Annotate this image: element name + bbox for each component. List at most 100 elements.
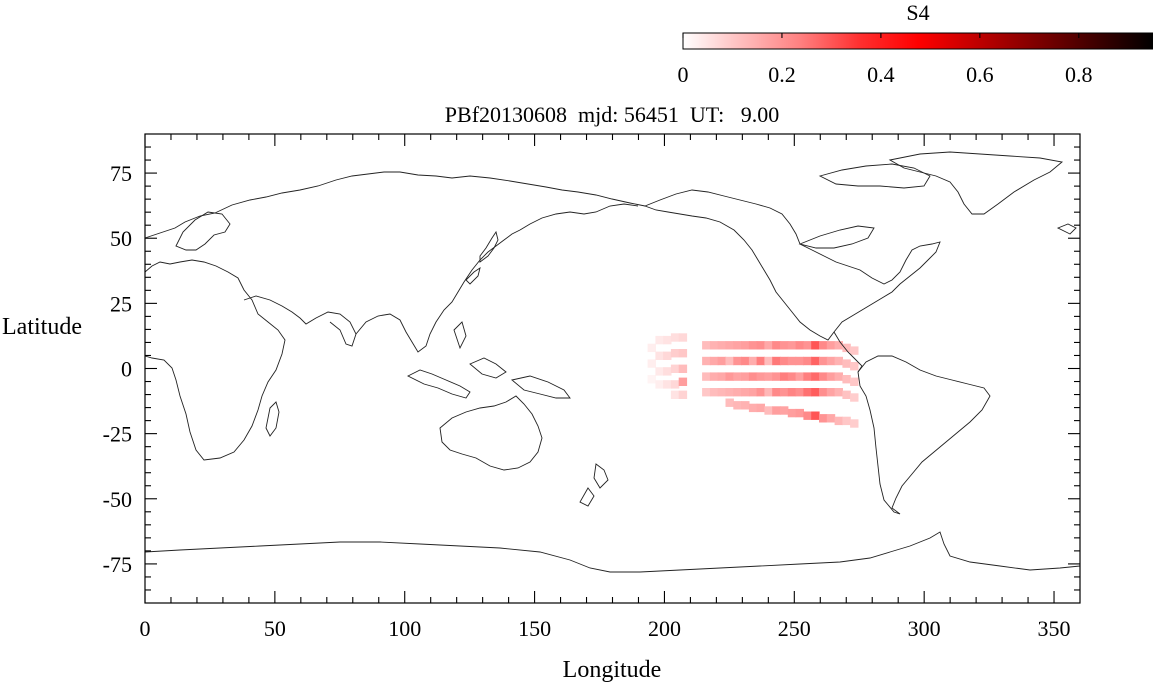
heatmap-cell: [811, 356, 820, 366]
heatmap-cell: [803, 341, 812, 350]
heatmap-cell: [842, 390, 851, 399]
heatmap-cell: [842, 343, 851, 353]
heatmap-cell: [850, 393, 859, 402]
heatmap-cell: [756, 372, 765, 381]
heatmap-cell: [850, 362, 859, 371]
heatmap-cell: [733, 388, 742, 397]
colorbar-tick-label: 0.6: [966, 62, 994, 87]
heatmap-cell: [655, 380, 664, 389]
x-axis-label: Longitude: [563, 657, 662, 683]
heatmap-cell: [826, 388, 836, 397]
x-tick-label: 100: [388, 616, 421, 641]
colorbar-label: S4: [906, 0, 929, 25]
y-tick-label: -25: [103, 422, 132, 447]
heatmap-cell: [741, 388, 750, 397]
y-tick-label: 50: [110, 226, 132, 251]
heatmap-cell: [811, 341, 820, 350]
heatmap-cell: [702, 388, 711, 397]
heatmap-cell: [826, 414, 836, 423]
heatmap-cell: [826, 356, 836, 366]
heatmap-cell: [811, 388, 820, 397]
heatmap-cell: [678, 377, 688, 386]
heatmap-cell: [795, 356, 804, 366]
colorbar-tick-label: 0: [678, 62, 689, 87]
y-tick-label: 25: [110, 291, 132, 316]
heatmap-cell: [842, 375, 851, 384]
heatmap-cell: [678, 349, 688, 358]
colorbar-tick-label: 0.8: [1065, 62, 1093, 87]
heatmap-cell: [811, 372, 820, 381]
heatmap-cell: [741, 356, 750, 366]
heatmap-cell: [725, 356, 734, 366]
chart-title: PBf20130608 mjd: 56451 UT: 9.00: [445, 102, 779, 127]
heatmap-cell: [756, 388, 765, 397]
colorbar-ticks: 0 0.2 0.4 0.6 0.8: [678, 33, 1093, 87]
heatmap-cell: [834, 372, 843, 381]
heatmap-cell: [842, 359, 851, 368]
heatmap-cell: [702, 341, 711, 350]
heatmap-cell: [772, 341, 781, 350]
x-axis-ticks: 0 50 100 150 200 250 300 350: [140, 134, 1071, 641]
heatmap-cell: [826, 341, 836, 350]
heatmap-cell: [748, 372, 758, 381]
heatmap-cells: [647, 333, 859, 428]
heatmap-cell: [670, 380, 680, 389]
heatmap-cell: [725, 398, 734, 407]
heatmap-cell: [834, 356, 843, 366]
heatmap-cell: [725, 372, 734, 381]
x-tick-label: 250: [778, 616, 811, 641]
x-tick-label: 200: [648, 616, 681, 641]
heatmap-cell: [748, 403, 758, 413]
heatmap-cell: [811, 411, 820, 420]
heatmap-cell: [787, 408, 797, 418]
heatmap-cell: [764, 356, 773, 366]
colorbar-tick-label: 0.2: [768, 62, 796, 87]
heatmap-cell: [787, 356, 797, 366]
heatmap-cell: [655, 351, 664, 360]
coastline-map: [144, 151, 1081, 573]
heatmap-cell: [678, 390, 688, 399]
heatmap-cell: [756, 341, 765, 350]
heatmap-cell: [819, 356, 828, 366]
heatmap-cell: [741, 401, 750, 410]
heatmap-cell: [655, 367, 664, 376]
heatmap-cell: [803, 372, 812, 381]
heatmap-cell: [647, 375, 656, 384]
heatmap-cell: [709, 372, 719, 381]
heatmap-cell: [772, 388, 781, 397]
heatmap-cell: [850, 377, 859, 386]
heatmap-cell: [756, 403, 765, 413]
heatmap-cell: [709, 341, 719, 350]
y-tick-label: -75: [103, 552, 132, 577]
heatmap-cell: [647, 343, 656, 353]
heatmap-cell: [717, 356, 727, 366]
heatmap-cell: [733, 341, 742, 350]
heatmap-cell: [670, 333, 680, 342]
heatmap-cell: [780, 356, 789, 366]
heatmap-cell: [803, 388, 812, 397]
heatmap-cell: [764, 388, 773, 397]
heatmap-cell: [850, 419, 859, 428]
heatmap-cell: [725, 388, 734, 397]
heatmap-cell: [670, 390, 680, 399]
heatmap-cell: [834, 416, 843, 426]
heatmap-cell: [834, 388, 843, 397]
x-tick-label: 50: [264, 616, 286, 641]
heatmap-cell: [663, 367, 672, 376]
colorbar: S4 0 0.2 0.4 0.6 0.8: [678, 0, 1153, 87]
heatmap-cell: [748, 388, 758, 397]
heatmap-cell: [780, 388, 789, 397]
heatmap-cell: [834, 341, 843, 350]
heatmap-cell: [842, 416, 851, 426]
heatmap-cell: [780, 406, 789, 415]
heatmap-cell: [756, 356, 765, 366]
heatmap-cell: [670, 364, 680, 373]
heatmap-cell: [733, 356, 742, 366]
y-tick-label: 0: [121, 357, 132, 382]
heatmap-cell: [803, 411, 812, 420]
heatmap-cell: [826, 372, 836, 381]
heatmap-cell: [819, 341, 828, 350]
heatmap-cell: [702, 372, 711, 381]
x-tick-label: 0: [140, 616, 151, 641]
heatmap-cell: [795, 408, 804, 418]
